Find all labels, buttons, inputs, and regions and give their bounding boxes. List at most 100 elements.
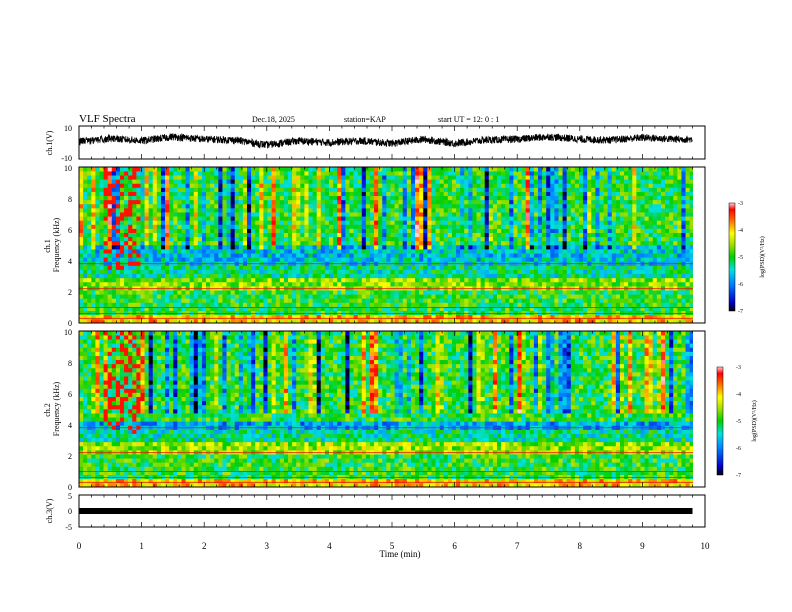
spectrogram-cell — [103, 191, 108, 197]
spectrogram-cell — [374, 212, 379, 217]
spectrogram-cell — [255, 298, 260, 303]
spectrogram-cell — [431, 310, 436, 316]
spectrogram-cell — [201, 179, 207, 184]
spectrogram-cell — [521, 286, 527, 291]
spectrogram-cell — [119, 208, 125, 213]
spectrogram-cell — [87, 195, 92, 201]
spectrogram-cell — [394, 302, 399, 307]
spectrogram-cell — [558, 224, 563, 229]
spectrogram-cell — [472, 314, 477, 320]
spectrogram-cell — [238, 281, 244, 287]
spectrogram-cell — [193, 265, 199, 270]
spectrogram-cell — [615, 298, 621, 303]
spectrogram-cell — [595, 236, 600, 242]
spectrogram-cell — [480, 187, 486, 192]
spectrogram-cell — [505, 302, 510, 307]
spectrogram-cell — [300, 265, 305, 270]
spectrogram-cell — [554, 277, 559, 283]
spectrogram-cell — [206, 199, 211, 205]
spectrogram-cell — [83, 249, 88, 254]
spectrogram-cell — [115, 171, 121, 176]
spectrogram-cell — [517, 318, 522, 323]
spectrogram-cell — [386, 290, 391, 295]
spectrogram-cell — [353, 236, 358, 242]
spectrogram-cell — [591, 167, 596, 172]
spectrogram-cell — [529, 249, 535, 254]
spectrogram-cell — [378, 245, 383, 250]
spectrogram-cell — [488, 171, 494, 176]
spectrogram-cell — [165, 302, 170, 307]
spectrogram-cell — [476, 302, 481, 307]
spectrogram-cell — [312, 203, 317, 209]
spectrogram-cell — [201, 191, 207, 197]
spectrogram-cell — [570, 294, 576, 299]
spectrogram-cell — [296, 281, 301, 287]
spectrogram-cell — [83, 269, 88, 275]
spectrogram-cell — [439, 290, 445, 295]
spectrogram-cell — [591, 175, 596, 180]
spectrogram-cell — [492, 318, 498, 323]
spectrogram-cell — [435, 249, 440, 254]
spectrogram-cell — [91, 314, 96, 320]
spectrogram-cell — [365, 245, 371, 250]
spectrogram-cell — [492, 286, 498, 291]
spectrogram-cell — [546, 212, 551, 217]
spectrogram-cell — [468, 203, 473, 209]
spectrogram-cell — [456, 314, 461, 320]
spectrogram-cell — [361, 220, 367, 225]
spectrogram-cell — [423, 294, 428, 299]
spectrogram-cell — [406, 302, 412, 307]
spectrogram-cell — [238, 306, 244, 311]
spectrogram-cell — [292, 310, 297, 316]
spectrogram-cell — [349, 273, 354, 279]
spectrogram-cell — [189, 216, 195, 221]
spectrogram-cell — [513, 306, 518, 311]
spectrogram-cell — [402, 281, 408, 287]
spectrogram-cell — [115, 216, 121, 221]
spectrogram-cell — [169, 220, 174, 225]
spectrogram-cell — [456, 208, 461, 213]
spectrogram-cell — [222, 228, 227, 233]
spectrogram-cell — [447, 249, 453, 254]
spectrogram-cell — [234, 240, 240, 246]
spectrogram-cell — [603, 187, 608, 192]
spectrogram-cell — [521, 228, 527, 233]
spectrogram-cell — [574, 294, 580, 299]
spectrogram-cell — [247, 191, 252, 197]
ch1-spectrogram-image — [79, 167, 693, 323]
spectrogram-cell — [427, 310, 432, 316]
spectrogram-cell — [173, 171, 178, 176]
spectrogram-cell — [603, 273, 608, 279]
spectrogram-cell — [119, 179, 125, 184]
spectrogram-cell — [451, 224, 457, 229]
spectrogram-cell — [357, 306, 363, 311]
spectrogram-cell — [95, 195, 100, 201]
spectrogram-cell — [509, 286, 514, 291]
spectrogram-cell — [583, 232, 588, 238]
spectrogram-cell — [538, 216, 543, 221]
spectrogram-cell — [603, 228, 608, 233]
spectrogram-cell — [349, 216, 354, 221]
spectrogram-cell — [578, 236, 584, 242]
spectrogram-cell — [288, 277, 293, 283]
spectrogram-cell — [546, 314, 551, 320]
spectrogram-cell — [472, 257, 477, 262]
spectrogram-cell — [443, 269, 449, 275]
spectrogram-cell — [365, 224, 371, 229]
spectrogram-cell — [583, 208, 588, 213]
spectrogram-cell — [345, 195, 350, 201]
spectrogram-cell — [333, 310, 338, 316]
spectrogram-cell — [410, 240, 416, 246]
spectrogram-cell — [99, 298, 104, 303]
spectrogram-cell — [587, 216, 592, 221]
spectrogram-cell — [119, 216, 125, 221]
spectrogram-cell — [156, 273, 162, 279]
spectrogram-cell — [218, 191, 223, 197]
spectrogram-cell — [394, 224, 399, 229]
spectrogram-cell — [292, 191, 297, 197]
spectrogram-cell — [333, 232, 338, 238]
spectrogram-cell — [124, 228, 129, 233]
spectrogram-cell — [255, 228, 260, 233]
spectrogram-cell — [177, 314, 182, 320]
spectrogram-cell — [542, 191, 547, 197]
